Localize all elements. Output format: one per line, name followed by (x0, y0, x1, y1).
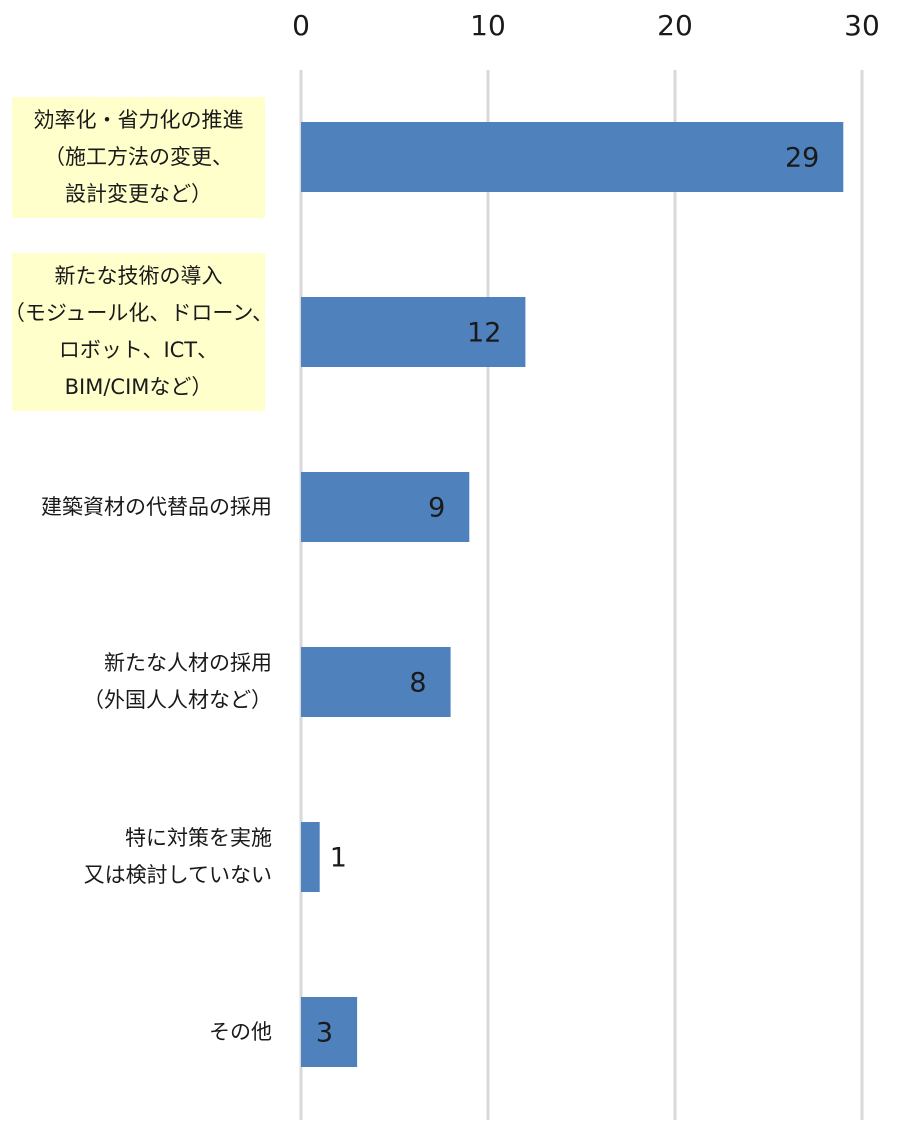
x-tick-label: 30 (844, 9, 880, 42)
data-label: 29 (785, 143, 819, 174)
data-label: 3 (316, 1018, 333, 1049)
category-label-line: 建築資材の代替品の採用 (41, 494, 272, 519)
category-label-line: その他 (209, 1019, 272, 1044)
x-tick-label: 10 (470, 9, 506, 42)
category-label-line: BIM/CIMなど） (64, 375, 213, 399)
bar (301, 122, 844, 192)
data-label: 12 (467, 318, 501, 349)
x-tick-label: 0 (292, 9, 310, 42)
data-label: 1 (330, 843, 347, 874)
category-label-line: （モジュール化、ドローン、 (3, 301, 274, 325)
category-label-line: 又は検討していない (83, 863, 272, 887)
category-label-line: ロボット、ICT、 (58, 338, 219, 362)
category-label: 新たな人材の採用 （外国人人材など） (83, 645, 272, 719)
bar (301, 822, 320, 892)
bar (301, 997, 358, 1067)
category-label-line: 特に対策を実施 (125, 826, 272, 850)
x-tick-label: 20 (657, 9, 693, 42)
bar (301, 472, 470, 542)
category-label: その他 (209, 1014, 272, 1051)
category-label: 新たな技術の導入 （モジュール化、ドローン、 ロボット、ICT、 BIM/CIMなど） (4, 253, 273, 411)
bar (301, 297, 526, 367)
category-label: 建築資材の代替品の採用 (41, 489, 272, 526)
category-label: 特に対策を実施又は検討していない (84, 820, 272, 894)
category-label-line: （施工方法の変更、 (44, 144, 233, 169)
data-label: 9 (428, 493, 445, 524)
category-label-line: 設計変更など） (65, 181, 212, 206)
bar (301, 647, 451, 717)
category-label-line: 新たな人材の採用 (104, 651, 272, 675)
category-label-line: （外国人人材など） (83, 688, 272, 712)
category-label-line: 新たな技術の導入 (54, 264, 223, 288)
category-label: 効率化・省力化の推進 （施工方法の変更、 設計変更など） (12, 96, 265, 218)
category-label-line: 効率化・省力化の推進 (33, 107, 244, 132)
data-label: 8 (409, 668, 426, 699)
